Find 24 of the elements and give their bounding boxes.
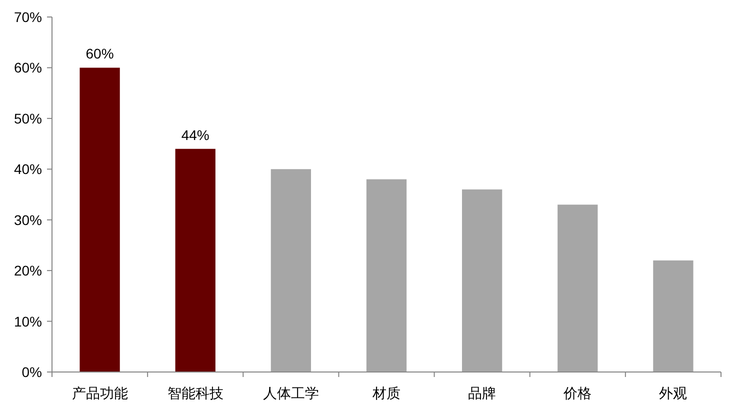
- y-tick-label: 20%: [14, 262, 42, 279]
- bar: [653, 260, 694, 372]
- x-tick-label: 人体工学: [262, 385, 319, 401]
- y-tick-label: 40%: [14, 161, 42, 178]
- y-tick-label: 50%: [14, 110, 42, 126]
- x-tick-label: 材质: [372, 385, 400, 401]
- y-tick-label: 10%: [14, 313, 42, 330]
- bar: [366, 179, 407, 372]
- x-tick-label: 价格: [562, 385, 592, 401]
- y-tick-label: 60%: [14, 60, 42, 76]
- data-label: 60%: [86, 46, 114, 62]
- bar: [80, 68, 120, 372]
- x-tick-label: 产品功能: [72, 385, 128, 401]
- bar: [175, 148, 216, 372]
- x-tick-label: 智能科技: [167, 385, 224, 401]
- bar: [558, 204, 598, 372]
- x-tick-label: 品牌: [468, 385, 496, 401]
- y-tick-label: 0%: [22, 364, 42, 380]
- data-label: 44%: [181, 126, 210, 143]
- bar: [270, 169, 311, 372]
- y-tick-label: 70%: [14, 9, 42, 25]
- y-tick-label: 30%: [14, 212, 42, 228]
- bar: [462, 189, 502, 372]
- x-tick-label: 外观: [659, 385, 688, 401]
